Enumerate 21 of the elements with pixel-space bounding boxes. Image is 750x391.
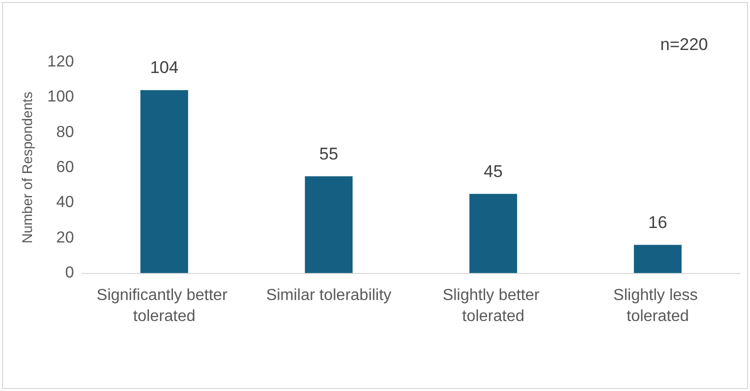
data-label: 16 xyxy=(648,212,668,232)
bar xyxy=(140,90,188,273)
y-tick-label: 100 xyxy=(47,88,74,106)
data-label: 55 xyxy=(319,144,338,164)
x-tick-label: Slightly less tolerated xyxy=(613,287,702,325)
text: n=220 xyxy=(660,35,708,54)
bar xyxy=(634,244,682,273)
y-tick-label: 40 xyxy=(56,194,74,212)
y-tick-label: 20 xyxy=(56,229,74,246)
x-tick-label: Slightly better tolerated xyxy=(442,287,544,325)
y-tick-label: 0 xyxy=(65,264,74,282)
x-tick-label: Similar tolerability xyxy=(266,287,392,304)
y-tick-label: 120 xyxy=(47,54,74,70)
y-axis-title: Number of Respondents xyxy=(19,92,35,244)
data-label: 45 xyxy=(484,162,503,181)
x-tick-label: Significantly better tolerated xyxy=(96,287,232,325)
y-tick-label: 80 xyxy=(56,124,74,141)
bar xyxy=(304,176,353,273)
bar xyxy=(469,194,518,273)
data-label: 104 xyxy=(150,58,178,78)
y-tick-label: 60 xyxy=(56,159,74,176)
